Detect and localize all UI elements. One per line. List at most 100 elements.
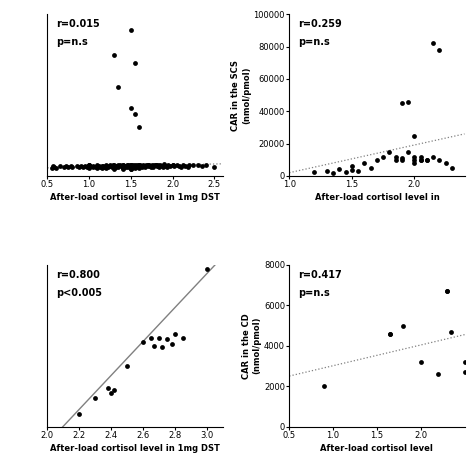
Point bbox=[144, 163, 151, 170]
Point bbox=[127, 104, 135, 112]
Point bbox=[77, 163, 84, 170]
Point bbox=[102, 162, 109, 169]
Point bbox=[52, 164, 60, 172]
Point bbox=[115, 162, 122, 169]
Point bbox=[443, 287, 451, 295]
Point bbox=[129, 163, 137, 171]
Point bbox=[169, 161, 176, 168]
Point bbox=[152, 162, 160, 169]
Point bbox=[104, 163, 111, 170]
Point bbox=[137, 163, 145, 170]
Text: p=n.s: p=n.s bbox=[298, 288, 330, 298]
Point bbox=[81, 163, 89, 170]
Point bbox=[85, 161, 93, 168]
Point bbox=[348, 163, 356, 170]
Point bbox=[392, 153, 400, 160]
Point bbox=[123, 362, 131, 370]
Point bbox=[129, 163, 137, 170]
Point bbox=[118, 164, 126, 172]
Point bbox=[448, 164, 456, 172]
Point bbox=[121, 163, 129, 171]
Point bbox=[155, 163, 162, 170]
Point bbox=[164, 162, 172, 169]
Point bbox=[177, 163, 185, 171]
Point bbox=[49, 163, 57, 170]
Point bbox=[146, 163, 154, 170]
Point bbox=[185, 162, 193, 169]
Point bbox=[110, 162, 118, 169]
Point bbox=[144, 161, 151, 168]
Point bbox=[98, 164, 105, 172]
Point bbox=[122, 163, 130, 170]
X-axis label: After-load cortisol level in 1mg DST: After-load cortisol level in 1mg DST bbox=[50, 444, 220, 453]
Point bbox=[160, 162, 168, 169]
Point bbox=[154, 162, 161, 169]
Point bbox=[198, 163, 206, 170]
Point bbox=[410, 132, 418, 139]
Point bbox=[367, 164, 374, 172]
X-axis label: After-load cortisol level in 1mg DST: After-load cortisol level in 1mg DST bbox=[50, 193, 220, 202]
Point bbox=[398, 156, 406, 164]
Text: r=0.417: r=0.417 bbox=[298, 270, 342, 280]
Point bbox=[398, 155, 406, 162]
Point bbox=[90, 163, 97, 171]
Point bbox=[85, 164, 93, 172]
Point bbox=[148, 162, 155, 169]
Point bbox=[100, 163, 108, 171]
Point bbox=[115, 163, 122, 170]
Point bbox=[123, 163, 130, 170]
Point bbox=[148, 163, 155, 170]
Point bbox=[175, 163, 183, 170]
Point bbox=[85, 162, 93, 169]
Point bbox=[127, 164, 135, 172]
Point bbox=[131, 164, 139, 172]
Point bbox=[392, 156, 400, 164]
Text: p=n.s: p=n.s bbox=[298, 37, 330, 47]
Point bbox=[127, 27, 135, 34]
Point bbox=[113, 163, 120, 170]
Text: p<0.005: p<0.005 bbox=[56, 288, 102, 298]
Point bbox=[168, 340, 175, 348]
Point bbox=[50, 163, 58, 171]
Point bbox=[135, 162, 142, 169]
Point bbox=[56, 163, 64, 170]
Point bbox=[118, 162, 126, 169]
Point bbox=[108, 163, 116, 171]
Point bbox=[404, 99, 412, 106]
Point bbox=[203, 265, 210, 273]
Point bbox=[144, 162, 151, 169]
Point bbox=[139, 162, 147, 169]
Point bbox=[134, 163, 141, 171]
Point bbox=[163, 336, 171, 343]
Point bbox=[131, 111, 139, 118]
Point bbox=[118, 163, 126, 171]
Text: p=n.s: p=n.s bbox=[56, 37, 88, 47]
Point bbox=[75, 163, 83, 171]
Point bbox=[69, 163, 76, 171]
Point bbox=[158, 163, 165, 170]
Point bbox=[163, 163, 171, 171]
Point bbox=[379, 153, 387, 160]
Point bbox=[83, 163, 91, 171]
Point bbox=[109, 163, 116, 170]
Point bbox=[147, 334, 155, 341]
Point bbox=[107, 389, 115, 396]
Point bbox=[159, 163, 166, 171]
Point bbox=[110, 165, 118, 173]
Point bbox=[67, 163, 74, 170]
Point bbox=[136, 164, 143, 172]
Point bbox=[386, 330, 394, 337]
Point bbox=[109, 162, 117, 169]
Point bbox=[96, 163, 104, 171]
Point bbox=[179, 334, 187, 341]
Point bbox=[417, 153, 425, 160]
Point bbox=[80, 163, 87, 171]
Point bbox=[398, 100, 406, 107]
Point bbox=[125, 163, 132, 170]
Point bbox=[166, 163, 174, 170]
Point bbox=[171, 330, 179, 337]
Point bbox=[423, 156, 431, 164]
Point bbox=[429, 153, 437, 160]
Point bbox=[461, 358, 468, 366]
Point bbox=[60, 163, 68, 171]
